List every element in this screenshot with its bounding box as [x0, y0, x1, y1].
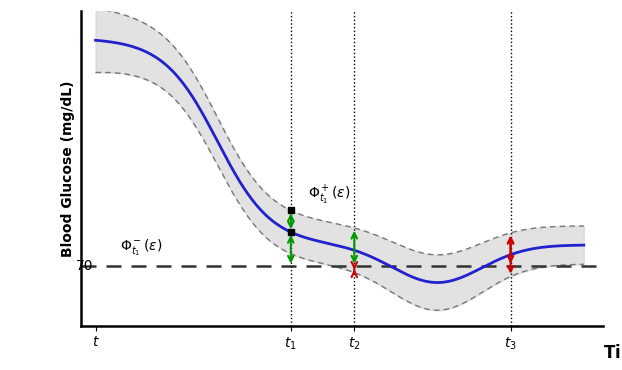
- Text: $\mathbf{Time}$: $\mathbf{Time}$: [603, 344, 622, 363]
- Text: $\Phi^+_{t_1}(\varepsilon)$: $\Phi^+_{t_1}(\varepsilon)$: [308, 184, 350, 206]
- Text: 70: 70: [75, 259, 93, 273]
- Text: $\Phi^-_{t_1}(\varepsilon)$: $\Phi^-_{t_1}(\varepsilon)$: [120, 238, 162, 258]
- Y-axis label: Blood Glucose (mg/dL): Blood Glucose (mg/dL): [62, 80, 75, 257]
